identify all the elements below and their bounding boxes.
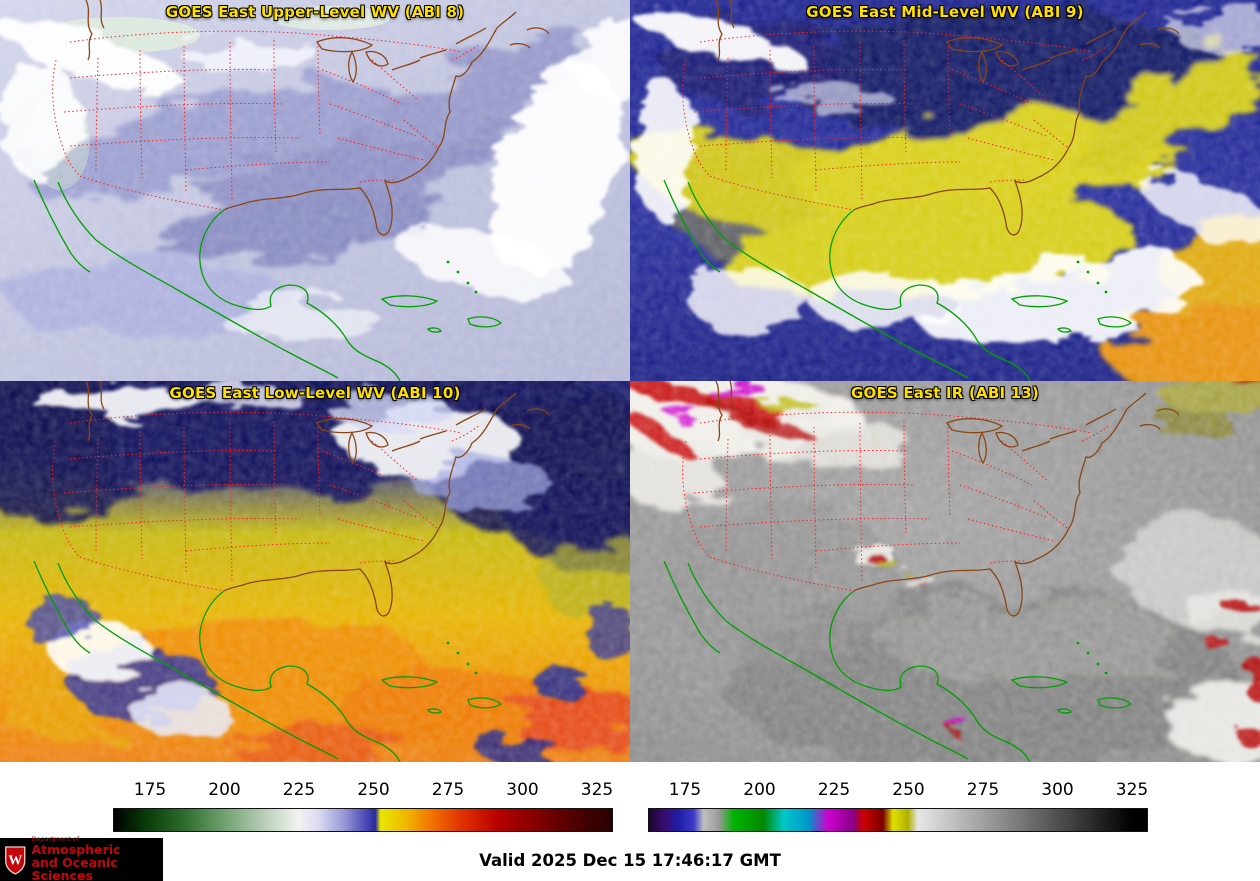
satellite-art-abi8 [0, 0, 630, 381]
colorbar-tick: 200 [208, 780, 241, 800]
panel-low-wv[interactable]: GOES East Low-Level WV (ABI 10) [0, 381, 630, 762]
colorbar-tick: 200 [743, 780, 776, 800]
logo-dept-line: Department of [31, 835, 80, 844]
logo-line-1: Atmospheric [31, 842, 121, 858]
satellite-art-abi13 [630, 381, 1260, 762]
colorbar-tick: 300 [506, 780, 539, 800]
panel-upper-wv[interactable]: GOES East Upper-Level WV (ABI 8) [0, 0, 630, 381]
panel-mid-wv[interactable]: GOES East Mid-Level WV (ABI 9) [630, 0, 1260, 381]
colorbar-tick: 325 [580, 780, 614, 800]
colorbar-tick: 250 [892, 780, 925, 800]
colorbar-tick: 300 [1041, 780, 1074, 800]
colorbar-tick: 175 [668, 780, 702, 800]
colorbar-tick: 175 [133, 780, 167, 800]
colorbar-tick: 275 [966, 780, 1000, 800]
colorbar-wv: 175 200 225 250 275 300 325 [113, 780, 613, 838]
colorbar-wv-ticks: 175 200 225 250 275 300 325 [113, 780, 613, 804]
colorbar-tick: 250 [357, 780, 390, 800]
colorbar-ir: 175 200 225 250 275 300 325 [648, 780, 1148, 838]
colorbar-tick: 275 [431, 780, 465, 800]
colorbar-tick: 225 [817, 780, 851, 800]
colorbar-ir-ticks: 175 200 225 250 275 300 325 [648, 780, 1148, 804]
colorbar-wv-gradient [113, 808, 613, 832]
uw-aos-logo[interactable]: W Department of Atmospheric and Oceanic … [0, 836, 164, 881]
logo-line-2: and Oceanic Sciences [31, 855, 118, 881]
logo-text: Department of Atmospheric and Oceanic Sc… [32, 836, 164, 881]
colorbar-tick: 325 [1115, 780, 1149, 800]
satellite-art-abi9 [630, 0, 1260, 381]
panel-ir[interactable]: GOES East IR (ABI 13) [630, 381, 1260, 762]
colorbar-ir-gradient [648, 808, 1148, 832]
satellite-art-abi10 [0, 381, 630, 762]
uw-crest-icon: W [5, 845, 26, 875]
colorbar-tick: 225 [282, 780, 316, 800]
svg-text:W: W [8, 852, 22, 867]
valid-time: Valid 2025 Dec 15 17:46:17 GMT [479, 851, 781, 870]
footer: 175 200 225 250 275 300 325 175 200 225 … [0, 762, 1260, 881]
